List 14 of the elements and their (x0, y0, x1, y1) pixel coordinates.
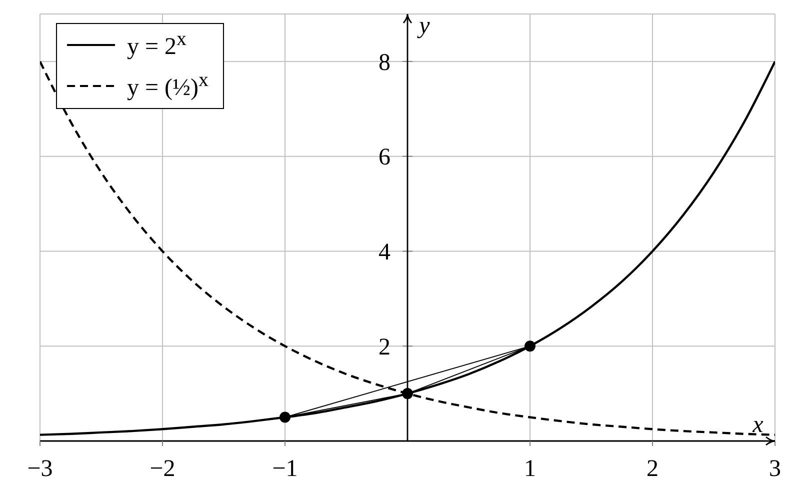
legend-label: y = (½)$^{x}$ (127, 69, 209, 102)
y-tick-label: 4 (378, 240, 390, 266)
x-tick-label: −2 (150, 456, 176, 482)
x-tick-label: −1 (272, 456, 298, 482)
y-tick-label: 8 (378, 50, 390, 76)
y-tick-label: 2 (378, 334, 390, 361)
y-tick-label: 6 (378, 144, 390, 171)
x-axis-title: x (752, 412, 764, 438)
x-tick-label: 1 (524, 456, 536, 482)
x-tick-label: −3 (27, 456, 53, 482)
x-tick-label: 3 (769, 456, 781, 482)
legend-label: y = 2$^{x}$ (127, 28, 187, 61)
y-axis-title: y (417, 13, 430, 39)
x-tick-label: 2 (646, 456, 658, 482)
